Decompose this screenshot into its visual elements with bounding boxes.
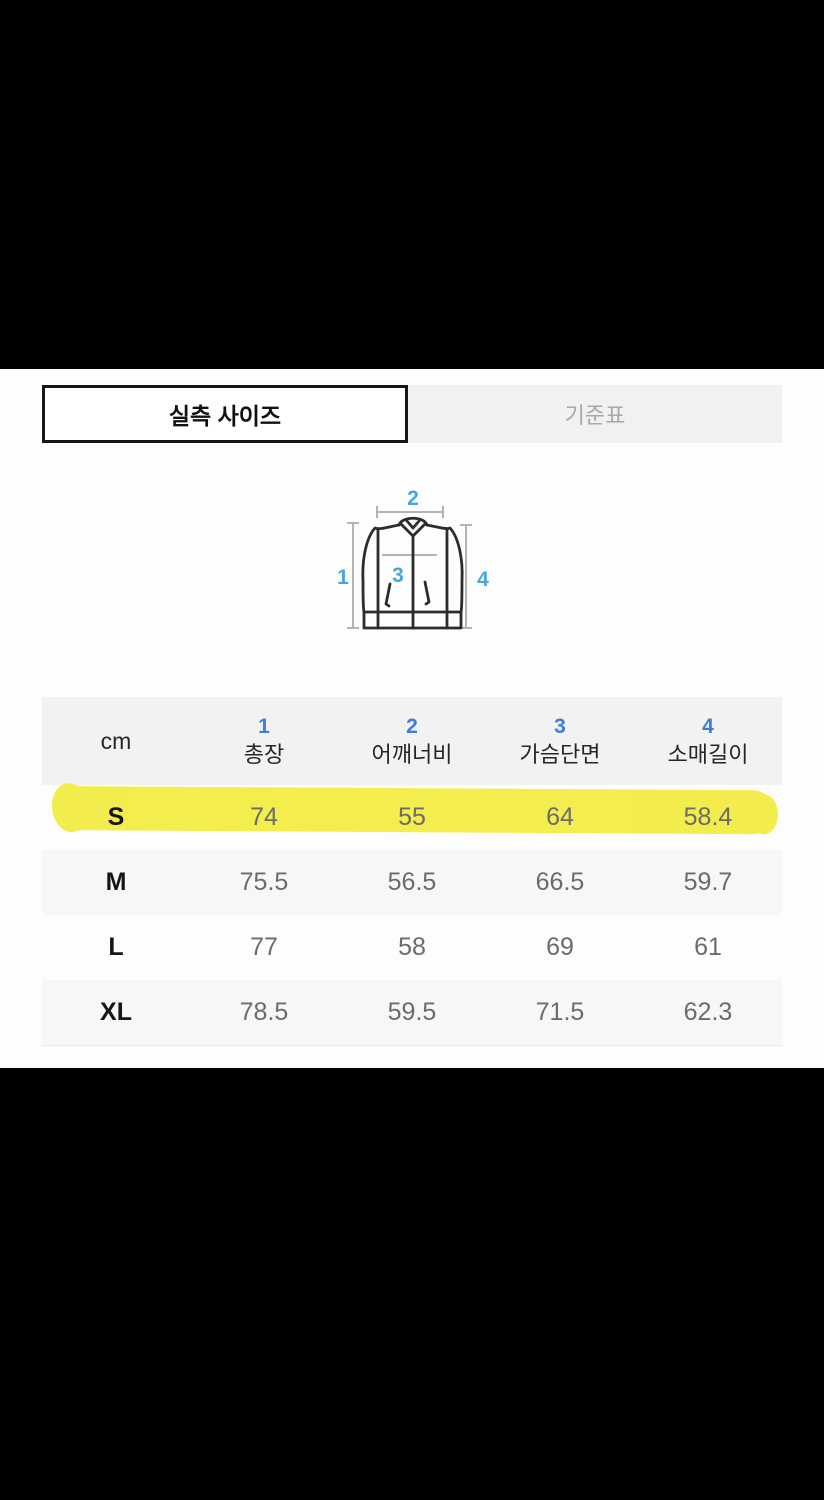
column-label: 어깨너비 [371,742,453,767]
value-chest: 64 [546,803,574,831]
size-table-header: cm 1 총장 2 어깨너비 3 가슴단면 4 소매길이 [42,697,782,785]
size-table: cm 1 총장 2 어깨너비 3 가슴단면 4 소매길이 [42,697,782,1046]
diagram-label-sleeve: 4 [477,568,489,591]
jacket-diagram-svg: 2 1 3 4 [337,487,489,630]
value-chest: 66.5 [535,868,585,896]
table-row-xl: XL 78.5 59.5 71.5 62.3 [42,980,782,1045]
value-shoulder: 58 [398,933,426,961]
size-label: S [107,803,125,831]
size-guide-panel: 실측 사이즈 기준표 [0,369,824,1068]
column-header-sleeve: 4 소매길이 [634,716,782,766]
column-number: 2 [406,715,418,738]
column-label: 총장 [243,742,285,767]
value-sleeve: 58.4 [683,803,733,831]
column-header-length: 1 총장 [190,716,338,766]
value-shoulder: 59.5 [387,998,437,1026]
value-shoulder: 55 [398,803,426,831]
tab-standard-chart-label: 기준표 [564,403,626,428]
tab-measured-size[interactable]: 실측 사이즈 [42,385,408,443]
measure-lines [347,506,472,629]
size-label: M [105,868,127,896]
value-length: 78.5 [239,998,289,1026]
column-label: 가슴단면 [519,742,601,767]
size-label: XL [100,998,132,1026]
value-length: 77 [250,933,278,961]
value-chest: 69 [546,933,574,961]
table-row-l: L 77 58 69 61 [42,915,782,980]
letterbox-bottom [0,1068,824,1500]
column-header-shoulder: 2 어깨너비 [338,716,486,766]
column-number: 4 [702,715,714,738]
diagram-label-chest: 3 [392,564,404,587]
tab-measured-size-label: 실측 사이즈 [168,403,282,429]
table-row-s: S 74 55 64 58.4 [42,785,782,850]
letterbox-top [0,0,824,369]
value-sleeve: 59.7 [683,868,733,896]
jacket-outline [361,516,464,630]
value-sleeve: 61 [694,933,722,961]
value-sleeve: 62.3 [683,998,733,1026]
value-shoulder: 56.5 [387,868,437,896]
value-chest: 71.5 [535,998,585,1026]
column-number: 3 [554,715,566,738]
column-number: 1 [258,715,270,738]
tab-standard-chart[interactable]: 기준표 [408,385,782,443]
unit-header: cm [100,727,132,754]
table-row-m: M 75.5 56.5 66.5 59.7 [42,850,782,915]
jacket-measurement-diagram: 2 1 3 4 [330,480,500,645]
size-label: L [108,933,124,961]
diagram-label-length: 1 [337,566,349,589]
value-length: 75.5 [239,868,289,896]
value-length: 74 [250,803,278,831]
measure-numbers: 2 1 3 4 [337,487,489,591]
column-header-chest: 3 가슴단면 [486,716,634,766]
diagram-label-shoulder: 2 [407,487,419,510]
column-label: 소매길이 [667,742,749,767]
size-guide-tabs: 실측 사이즈 기준표 [42,385,782,443]
